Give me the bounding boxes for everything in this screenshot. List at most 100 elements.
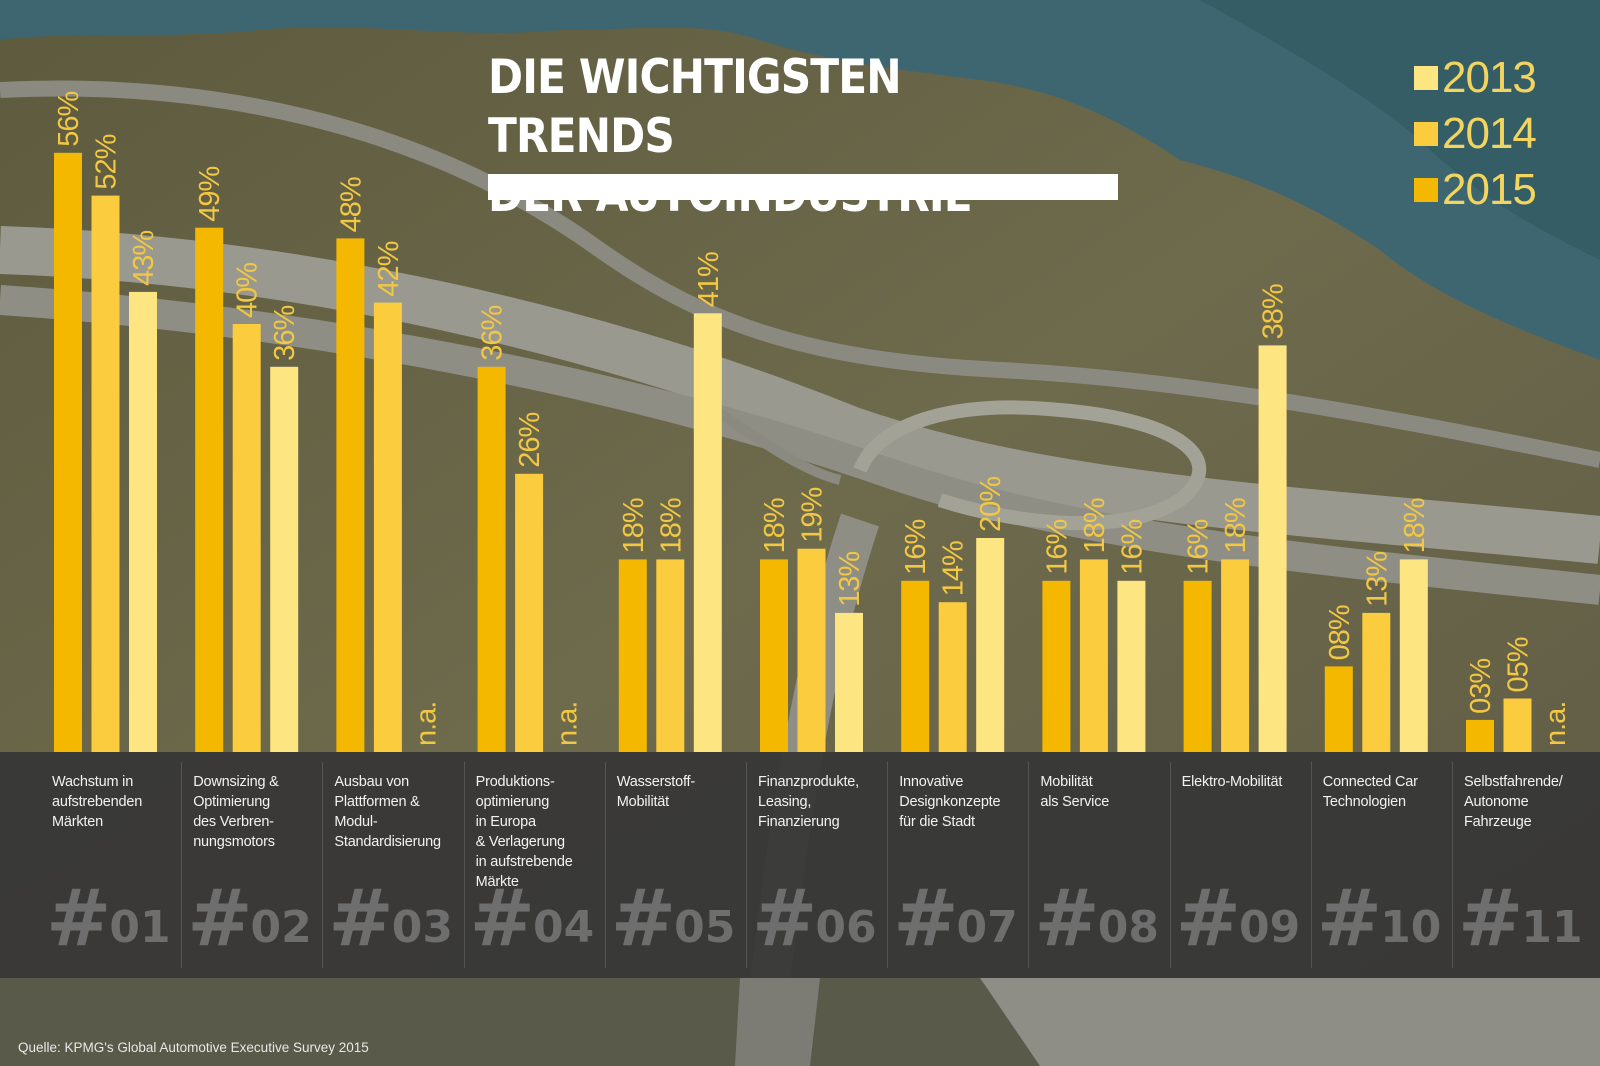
hash-glyph: # <box>46 874 112 964</box>
legend: 2013 2014 2015 <box>1414 50 1537 218</box>
category-column-08: Mobilität als Service #08 <box>1028 752 1167 978</box>
bar-2015-05 <box>618 559 647 752</box>
column-divider <box>604 762 606 968</box>
category-label-line: nungsmotors <box>193 834 275 850</box>
category-band: Wachstum in aufstrebenden Märkten #01 Downsi… <box>0 752 1600 978</box>
trend-number-07: #07 <box>893 874 1018 964</box>
trend-number-text: 02 <box>250 902 312 953</box>
value-label-2015-10: 08% <box>1324 605 1356 660</box>
bar-group-04: 36% 26% n.a. <box>477 306 584 752</box>
category-label-03: Ausbau von Plattformen & Modul- Standardisi… <box>334 772 459 852</box>
category-label-line: Technologien <box>1322 794 1406 810</box>
value-label-2013-05: 41% <box>693 252 725 307</box>
hash-glyph: # <box>469 874 535 964</box>
bar-2014-03 <box>373 302 402 752</box>
category-label-line: des Verbren- <box>193 814 274 830</box>
trend-number-text: 05 <box>674 902 736 953</box>
bar-2013-02 <box>270 366 299 752</box>
bar-group-02: 49% 40%36% <box>194 166 301 752</box>
value-label-2014-02: 40% <box>232 263 264 318</box>
column-divider <box>1028 762 1030 968</box>
bar-2013-01 <box>129 291 157 752</box>
category-label-line: Modul- <box>334 814 378 830</box>
category-label-line: Produktions- <box>475 774 555 790</box>
trend-number-text: 10 <box>1380 902 1442 953</box>
category-label-line: Elektro-Mobilität <box>1181 774 1283 790</box>
value-label-2014-01: 52% <box>91 134 123 189</box>
bar-group-05: 18% 18% 41% <box>618 252 725 752</box>
trend-number-01: #01 <box>46 874 171 964</box>
value-label-2015-05: 18% <box>618 498 650 553</box>
hash-glyph: # <box>610 874 677 964</box>
category-column-09: Elektro-Mobilität #09 <box>1169 752 1309 978</box>
hash-glyph: # <box>328 874 394 964</box>
category-label-line: Ausbau von <box>334 774 409 790</box>
value-label-2015-06: 18% <box>759 498 791 553</box>
bar-2015-01 <box>54 152 82 752</box>
category-label-line: Mobilität <box>1040 774 1093 790</box>
hash-glyph: # <box>893 874 959 964</box>
hash-glyph: # <box>187 874 253 964</box>
value-label-2014-07: 14% <box>938 541 970 596</box>
trend-number-06: #06 <box>752 874 877 964</box>
value-label-2014-03: 42% <box>373 241 405 296</box>
column-divider <box>887 762 889 968</box>
category-label-line: Optimierung <box>193 794 270 810</box>
trend-number-text: 07 <box>956 902 1018 953</box>
value-label-2014-05: 18% <box>655 498 687 553</box>
category-label-08: Mobilität als Service <box>1040 772 1165 812</box>
legend-label-2015: 2015 <box>1442 165 1537 214</box>
category-column-02: Downsizing & Optimierung des Verbren-nungs… <box>181 752 320 978</box>
value-label-2014-10: 13% <box>1361 552 1393 607</box>
category-label-line: Plattformen & <box>334 794 420 810</box>
hash-glyph: # <box>1175 874 1241 964</box>
bar-2013-05 <box>693 313 722 752</box>
category-label-line: für die Stadt <box>899 814 975 830</box>
legend-swatch-2013 <box>1414 66 1438 90</box>
category-label-10: Connected Car Technologien <box>1323 772 1448 812</box>
legend-swatch-2015 <box>1414 178 1438 202</box>
bar-2014-09 <box>1221 559 1250 752</box>
bar-group-11: 03% 05%n.a. <box>1465 637 1572 752</box>
bar-2014-06 <box>797 548 826 752</box>
category-label-01: Wachstum in aufstrebenden Märkten <box>52 772 177 832</box>
trend-number-text: 11 <box>1521 902 1583 953</box>
category-label-line: als Service <box>1040 794 1110 810</box>
bar-2014-11 <box>1503 698 1532 752</box>
category-label-line: Downsizing & <box>193 774 279 790</box>
bar-2015-02 <box>195 227 224 752</box>
trend-number-text: 01 <box>109 902 171 953</box>
column-divider <box>322 762 324 968</box>
category-label-line: Finanzprodukte, <box>758 774 859 790</box>
trend-number-text: 08 <box>1097 902 1159 953</box>
trend-number-02: #02 <box>187 874 312 964</box>
value-label-2013-03: n.a. <box>410 702 442 746</box>
value-label-2014-11: 05% <box>1503 637 1535 692</box>
trend-number-09: #09 <box>1176 874 1301 964</box>
category-label-line: Connected Car <box>1322 774 1418 790</box>
bar-2013-08 <box>1117 580 1146 752</box>
title-line-1: DIE WICHTIGSTEN TRENDS <box>488 50 902 164</box>
value-label-2014-09: 18% <box>1220 498 1252 553</box>
value-label-2013-10: 18% <box>1399 498 1431 553</box>
category-label-02: Downsizing & Optimierung des Verbren-nungs… <box>193 772 318 852</box>
category-label-line: Selbstfahrende/ <box>1464 774 1563 790</box>
trend-number-text: 04 <box>532 902 595 953</box>
category-label-line: Autonome <box>1464 794 1529 810</box>
category-label-line: Standardisierung <box>334 834 441 850</box>
category-label-11: Selbstfahrende/Autonome Fahrzeuge <box>1464 772 1589 832</box>
category-label-line: in Europa <box>475 814 536 830</box>
bar-group-01: 56%52% 43% <box>53 92 160 752</box>
bar-2014-04 <box>515 473 544 752</box>
value-label-2015-11: 03% <box>1465 659 1497 714</box>
bar-group-07: 16% 14%20% <box>900 477 1007 752</box>
category-label-line: Wasserstoff- <box>616 774 695 790</box>
value-label-2014-04: 26% <box>514 413 546 468</box>
bar-2015-09 <box>1183 580 1212 752</box>
bar-2015-11 <box>1466 719 1494 752</box>
category-column-06: Finanzprodukte, Leasing, Finanzierung #06 <box>746 752 885 978</box>
trend-number-text: 06 <box>815 902 877 953</box>
value-label-2015-08: 16% <box>1041 520 1073 575</box>
bar-chart: 56%52%43%49%40%36%48%42%n.a.36%26%n.a.18… <box>53 92 1572 752</box>
bar-group-03: 48%42% n.a. <box>335 177 442 752</box>
